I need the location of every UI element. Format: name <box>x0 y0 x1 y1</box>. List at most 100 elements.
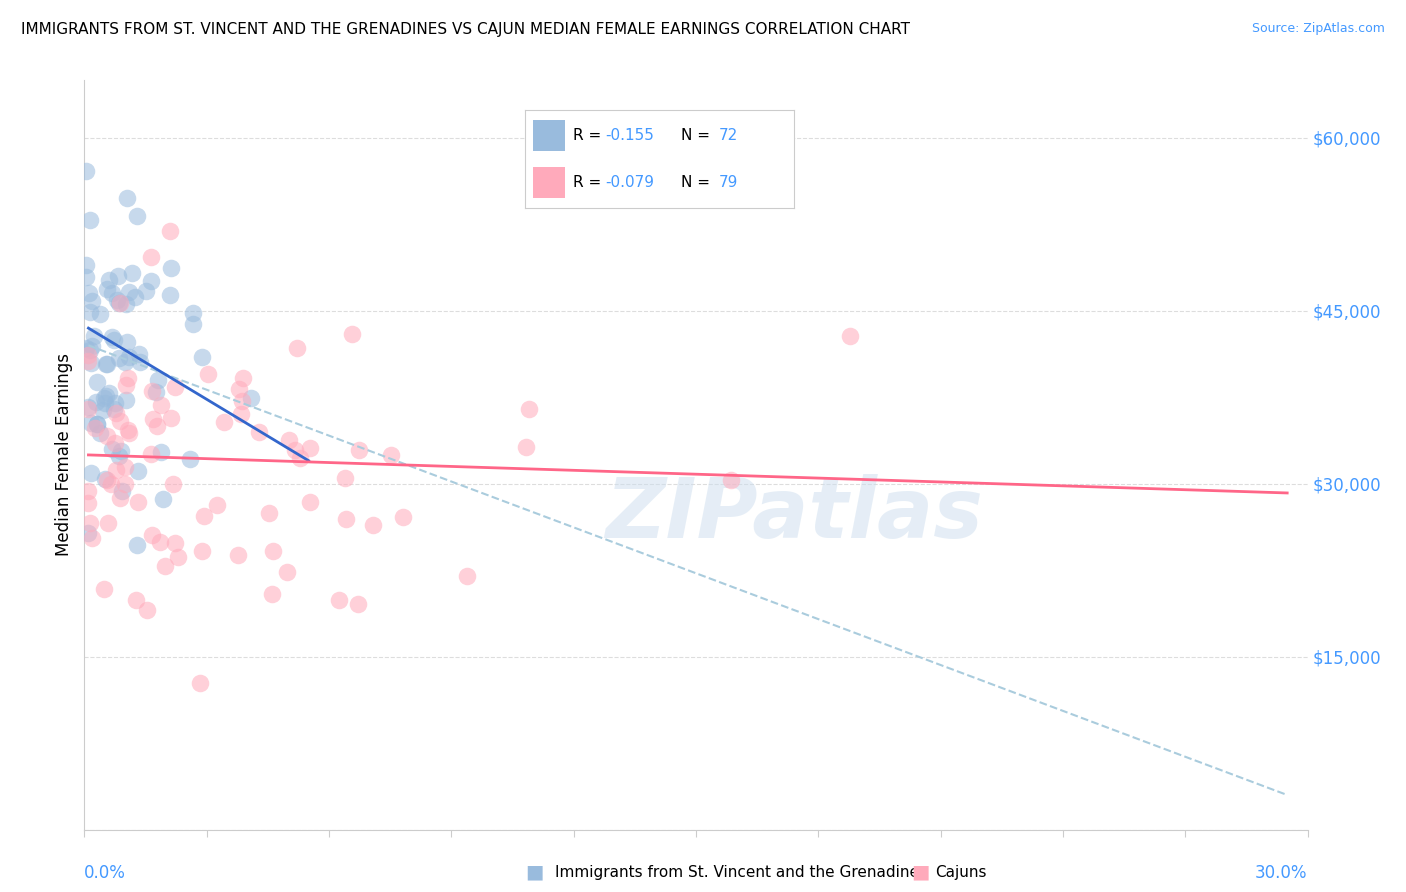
Point <box>77 348 100 362</box>
Point <box>94 472 117 486</box>
Point <box>93 582 115 596</box>
Point <box>163 380 186 394</box>
Point <box>159 224 181 238</box>
Point <box>838 329 860 343</box>
Point <box>139 447 162 461</box>
Point <box>111 484 134 499</box>
Point <box>118 350 141 364</box>
Point <box>105 293 128 307</box>
Point <box>162 476 184 491</box>
Point <box>107 268 129 283</box>
Point <box>160 410 183 425</box>
Point <box>145 384 167 399</box>
Point <box>127 495 149 509</box>
Point <box>141 384 163 398</box>
Point <box>519 402 541 417</box>
Point <box>333 471 356 485</box>
Point <box>125 593 148 607</box>
Point <box>77 285 100 300</box>
Text: ZIPatlas: ZIPatlas <box>605 475 983 556</box>
Point <box>146 373 169 387</box>
Point <box>124 290 146 304</box>
Point <box>96 357 118 371</box>
Point <box>114 476 136 491</box>
Point <box>114 460 136 475</box>
Point <box>146 418 169 433</box>
Point <box>86 417 108 431</box>
Point <box>179 451 201 466</box>
Point <box>515 440 537 454</box>
Point <box>141 528 163 542</box>
Point <box>125 209 148 223</box>
Point <box>76 400 98 414</box>
Point <box>191 543 214 558</box>
Point <box>299 441 322 455</box>
Point <box>128 347 150 361</box>
Point <box>298 495 321 509</box>
Point <box>205 498 228 512</box>
Point <box>181 306 204 320</box>
Point <box>229 407 252 421</box>
Point <box>97 273 120 287</box>
Point <box>105 462 128 476</box>
Point <box>77 525 100 540</box>
Point <box>115 334 138 349</box>
Point <box>110 295 132 310</box>
Point <box>226 548 249 562</box>
Point <box>75 270 97 285</box>
Point <box>77 496 100 510</box>
Point <box>84 395 107 409</box>
Point <box>98 385 121 400</box>
Point <box>125 538 148 552</box>
Point <box>79 516 101 531</box>
Point <box>80 466 103 480</box>
Point <box>94 395 117 409</box>
Point <box>152 491 174 506</box>
Point <box>347 597 370 611</box>
Point <box>128 464 150 478</box>
Point <box>77 401 100 416</box>
Point <box>96 388 118 402</box>
Point <box>257 506 280 520</box>
Point <box>79 212 101 227</box>
Point <box>83 420 105 434</box>
Point <box>117 424 139 438</box>
Point <box>108 449 131 463</box>
Point <box>104 435 127 450</box>
Point <box>114 355 136 369</box>
Point <box>342 326 364 341</box>
Point <box>96 473 118 487</box>
Point <box>240 391 263 405</box>
Point <box>392 509 415 524</box>
Point <box>108 296 131 310</box>
Point <box>86 417 108 431</box>
Point <box>191 350 214 364</box>
Point <box>166 549 188 564</box>
Point <box>456 568 478 582</box>
Point <box>103 401 125 416</box>
Point <box>108 491 131 505</box>
Text: IMMIGRANTS FROM ST. VINCENT AND THE GRENADINES VS CAJUN MEDIAN FEMALE EARNINGS C: IMMIGRANTS FROM ST. VINCENT AND THE GREN… <box>21 22 910 37</box>
Point <box>108 351 131 365</box>
Point <box>86 375 108 389</box>
Point <box>96 357 118 371</box>
Point <box>80 531 103 545</box>
Point <box>97 516 120 531</box>
Point <box>121 266 143 280</box>
Point <box>77 353 100 368</box>
Point <box>114 392 136 407</box>
Point <box>142 412 165 426</box>
Point <box>260 587 283 601</box>
Point <box>104 396 127 410</box>
Point <box>75 258 97 272</box>
Point <box>284 442 307 457</box>
Point <box>197 367 219 381</box>
Point <box>141 275 163 289</box>
Point <box>100 476 122 491</box>
Point <box>104 406 127 420</box>
Point <box>89 426 111 441</box>
Point <box>80 339 103 353</box>
Point <box>135 285 157 299</box>
Point <box>159 288 181 302</box>
Point <box>117 371 139 385</box>
